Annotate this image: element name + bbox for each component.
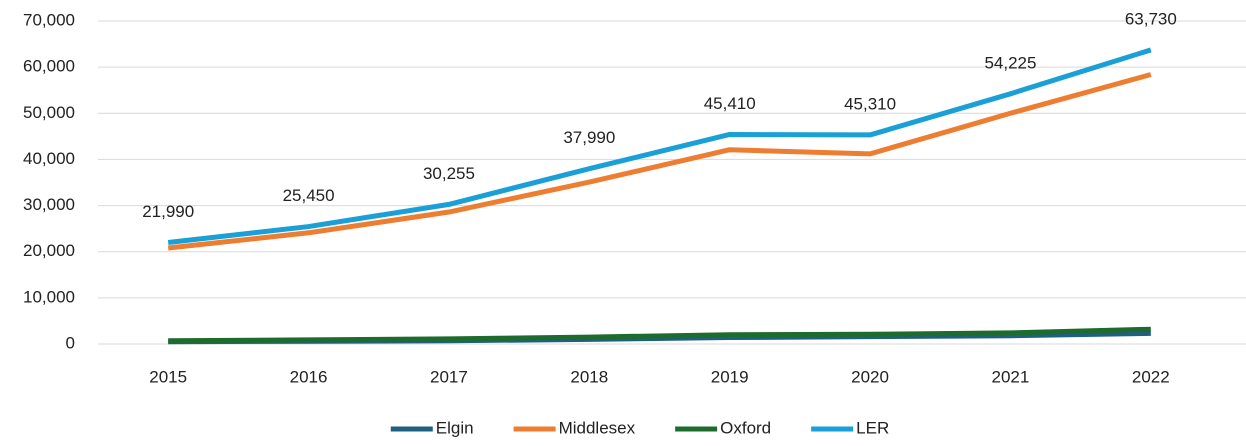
data-label: 45,310	[844, 94, 896, 113]
data-label: 21,990	[142, 202, 194, 221]
y-tick-label: 40,000	[23, 149, 75, 168]
legend-label: Elgin	[436, 418, 474, 437]
data-label: 25,450	[283, 186, 335, 205]
legend-label: LER	[856, 418, 889, 437]
x-tick-label: 2015	[149, 367, 187, 386]
data-label: 37,990	[563, 128, 615, 147]
y-tick-label: 30,000	[23, 195, 75, 214]
legend-label: Middlesex	[559, 418, 636, 437]
data-label: 30,255	[423, 164, 475, 183]
x-tick-label: 2021	[992, 367, 1030, 386]
x-tick-label: 2020	[851, 367, 889, 386]
x-tick-label: 2018	[570, 367, 608, 386]
y-tick-label: 10,000	[23, 287, 75, 306]
data-label: 54,225	[984, 53, 1036, 72]
x-tick-label: 2022	[1132, 367, 1170, 386]
line-series	[167, 72, 1152, 251]
y-tick-label: 50,000	[23, 103, 75, 122]
x-tick-label: 2017	[430, 367, 468, 386]
line-series	[168, 326, 1151, 344]
data-label: 45,410	[704, 94, 756, 113]
data-label: 63,730	[1125, 9, 1177, 28]
line-series	[167, 47, 1152, 246]
y-tick-label: 60,000	[23, 57, 75, 76]
y-tick-label: 20,000	[23, 241, 75, 260]
x-tick-label: 2016	[290, 367, 328, 386]
y-tick-label: 0	[66, 333, 75, 352]
x-tick-label: 2019	[711, 367, 749, 386]
legend-label: Oxford	[720, 418, 771, 437]
y-tick-label: 70,000	[23, 10, 75, 29]
